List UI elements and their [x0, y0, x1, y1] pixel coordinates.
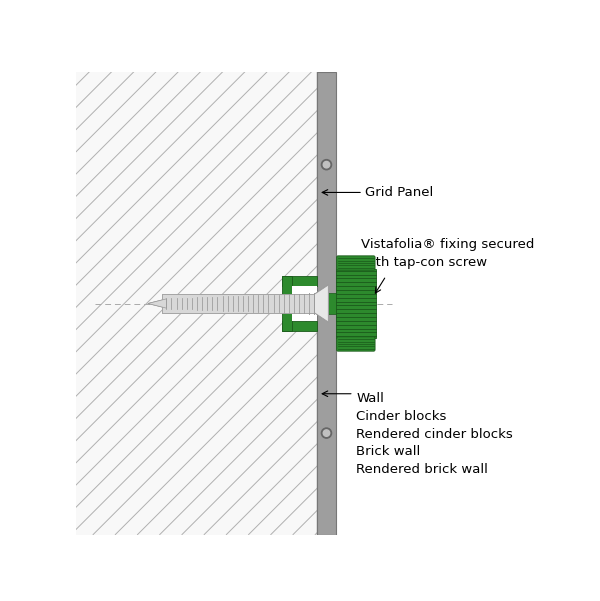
Bar: [292, 286, 317, 321]
Bar: [282, 276, 317, 286]
Polygon shape: [148, 299, 166, 308]
Text: Rendered cinder blocks: Rendered cinder blocks: [356, 427, 513, 441]
Text: Cinder blocks: Cinder blocks: [356, 410, 446, 423]
Bar: [162, 294, 314, 313]
Text: Grid Panel: Grid Panel: [365, 186, 434, 199]
Circle shape: [323, 300, 330, 307]
Text: Brick wall: Brick wall: [356, 445, 421, 458]
Bar: [292, 286, 317, 321]
FancyBboxPatch shape: [337, 256, 375, 270]
Polygon shape: [148, 299, 166, 308]
Bar: [314, 293, 338, 314]
Bar: [282, 321, 317, 331]
Text: Rendered brick wall: Rendered brick wall: [356, 463, 488, 476]
Circle shape: [322, 299, 332, 308]
Circle shape: [322, 428, 332, 438]
Circle shape: [323, 430, 330, 436]
Circle shape: [322, 160, 332, 169]
Bar: [282, 276, 292, 331]
Bar: [162, 294, 314, 313]
Circle shape: [323, 162, 330, 168]
Polygon shape: [314, 285, 328, 322]
Bar: [317, 72, 336, 535]
Text: Wall: Wall: [356, 392, 384, 405]
Text: Vistafolia® fixing secured
with tap-con screw: Vistafolia® fixing secured with tap-con …: [361, 239, 534, 269]
FancyBboxPatch shape: [337, 337, 375, 351]
Bar: [336, 269, 376, 338]
Bar: [76, 72, 317, 535]
Polygon shape: [314, 285, 328, 322]
